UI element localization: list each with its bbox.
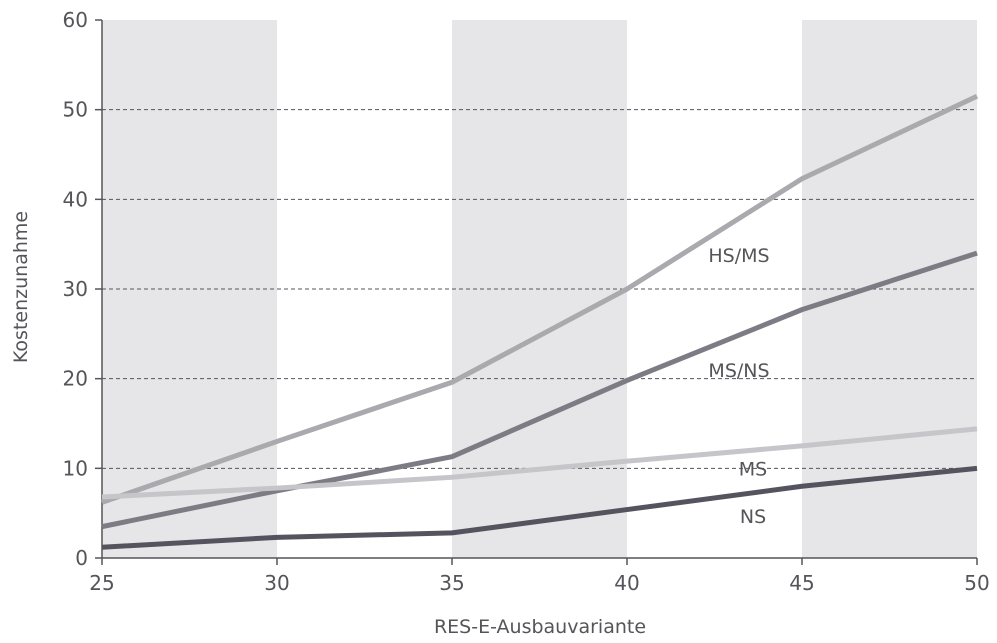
x-tick-label-25: 25 bbox=[89, 571, 114, 595]
x-tick-label-45: 45 bbox=[789, 571, 814, 595]
series-label-ms: MS bbox=[739, 459, 767, 481]
series-label-ns: NS bbox=[740, 506, 766, 528]
y-tick-label-50: 50 bbox=[63, 98, 88, 122]
y-tick-label-20: 20 bbox=[63, 367, 88, 391]
series-lines bbox=[101, 93, 979, 550]
y-tick-label-60: 60 bbox=[63, 8, 88, 32]
series-line-ns bbox=[101, 465, 978, 550]
x-tick-label-30: 30 bbox=[264, 571, 289, 595]
series-label-hs-ms: HS/MS bbox=[708, 245, 769, 267]
series-line-hs-ms bbox=[101, 93, 979, 505]
y-tick-label-30: 30 bbox=[63, 277, 88, 301]
x-axis-title: RES-E-Ausbauvariante bbox=[434, 616, 646, 638]
y-axis-title: Kostenzunahme bbox=[10, 211, 32, 363]
series-label-ms-ns: MS/NS bbox=[708, 360, 769, 382]
y-tick-label-10: 10 bbox=[63, 456, 88, 480]
series-labels: HS/MS MS/NS MS NS bbox=[708, 245, 769, 528]
y-tick-labels: 0 10 20 30 40 50 60 bbox=[63, 8, 88, 570]
x-tick-labels: 25 30 35 40 45 50 bbox=[89, 571, 989, 595]
series-line-ms bbox=[101, 426, 978, 500]
y-tick-label-0: 0 bbox=[75, 546, 88, 570]
axes bbox=[95, 19, 978, 565]
y-tick-label-40: 40 bbox=[63, 187, 88, 211]
series-line-ms-ns bbox=[101, 250, 978, 530]
x-tick-label-35: 35 bbox=[439, 571, 464, 595]
x-tick-label-50: 50 bbox=[964, 571, 989, 595]
x-tick-label-40: 40 bbox=[614, 571, 639, 595]
